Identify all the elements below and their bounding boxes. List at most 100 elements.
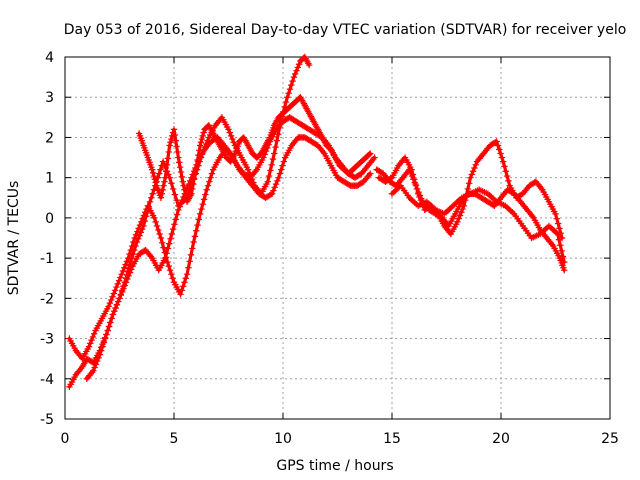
- data-point-marker: [267, 167, 274, 174]
- data-point-marker: [170, 126, 178, 133]
- data-point-marker: [189, 180, 197, 188]
- data-point-marker: [121, 282, 128, 289]
- x-axis-label: GPS time / hours: [276, 458, 393, 474]
- data-point-marker: [160, 244, 167, 251]
- data-point-marker: [179, 178, 186, 185]
- data-point-marker: [152, 179, 159, 186]
- data-point-marker: [168, 230, 176, 238]
- data-point-marker: [155, 226, 162, 234]
- data-point-marker: [472, 161, 479, 168]
- data-point-marker: [227, 132, 235, 140]
- data-point-marker: [173, 211, 181, 218]
- data-point-marker: [230, 139, 237, 146]
- data-point-marker: [458, 209, 465, 216]
- data-point-marker: [188, 190, 195, 197]
- marks-layer: [66, 53, 568, 391]
- data-point-marker: [89, 333, 97, 341]
- x-tick-label: 5: [170, 431, 179, 447]
- data-point-marker: [101, 335, 109, 342]
- data-point-marker: [132, 231, 140, 238]
- data-point-marker: [124, 275, 131, 283]
- data-point-marker: [121, 264, 128, 271]
- data-point-marker: [167, 235, 174, 242]
- data-point-marker: [134, 228, 141, 235]
- data-point-marker: [417, 196, 424, 204]
- data-point-marker: [286, 85, 294, 93]
- data-point-marker: [108, 296, 115, 304]
- data-point-marker: [471, 164, 478, 172]
- data-point-marker: [270, 187, 277, 194]
- data-point-marker: [171, 221, 178, 228]
- data-point-marker: [130, 238, 137, 246]
- data-point-marker: [135, 225, 142, 232]
- data-point-marker: [148, 194, 155, 201]
- data-point-marker: [112, 304, 119, 312]
- data-point-marker: [85, 343, 93, 350]
- data-point-marker: [153, 222, 161, 230]
- data-point-marker: [113, 301, 121, 308]
- data-point-marker: [416, 193, 423, 201]
- data-point-marker: [553, 215, 561, 222]
- data-point-marker: [115, 277, 123, 284]
- data-point-marker: [164, 155, 172, 162]
- data-point-marker: [160, 182, 167, 189]
- data-point-marker: [505, 177, 512, 185]
- data-point-marker: [114, 280, 121, 288]
- data-point-marker: [110, 290, 118, 297]
- data-point-marker: [165, 262, 172, 270]
- data-point-marker: [190, 238, 197, 246]
- data-point-marker: [180, 182, 187, 189]
- x-tick-label: 20: [492, 431, 510, 447]
- data-point-marker: [166, 240, 173, 247]
- data-point-marker: [173, 143, 180, 150]
- data-point-marker: [155, 170, 163, 177]
- data-point-marker: [275, 174, 282, 181]
- data-point-marker: [268, 190, 276, 197]
- data-point-marker: [178, 173, 186, 181]
- data-point-marker: [456, 212, 464, 219]
- data-point-marker: [552, 210, 559, 218]
- data-point-marker: [193, 161, 200, 168]
- data-point-marker: [371, 154, 378, 161]
- data-point-marker: [455, 215, 462, 222]
- data-point-marker: [269, 155, 277, 163]
- data-point-marker: [274, 177, 281, 185]
- y-tick-label: 1: [45, 171, 54, 187]
- data-point-marker: [468, 171, 475, 178]
- axes-layer: [64, 56, 611, 420]
- data-point-marker: [561, 258, 568, 266]
- data-point-marker: [117, 274, 124, 281]
- data-point-marker: [282, 98, 290, 106]
- data-point-marker: [182, 190, 189, 197]
- data-point-marker: [387, 175, 394, 182]
- data-point-marker: [285, 90, 292, 97]
- data-point-marker: [268, 161, 275, 168]
- data-point-marker: [158, 190, 165, 197]
- data-point-marker: [225, 126, 232, 133]
- data-point-marker: [103, 331, 110, 338]
- data-point-marker: [159, 158, 167, 165]
- data-point-marker: [150, 172, 158, 180]
- data-point-marker: [555, 236, 563, 243]
- data-point-marker: [408, 166, 415, 173]
- series-4: [135, 94, 374, 205]
- data-point-marker: [305, 61, 313, 69]
- data-point-marker: [492, 139, 499, 146]
- data-point-marker: [157, 194, 165, 201]
- data-point-marker: [557, 242, 564, 249]
- data-point-marker: [156, 230, 163, 238]
- data-point-marker: [196, 147, 203, 154]
- data-point-marker: [122, 279, 130, 286]
- data-point-marker: [176, 159, 183, 166]
- data-point-marker: [123, 258, 131, 265]
- data-point-marker: [199, 132, 206, 140]
- data-point-marker: [199, 201, 206, 208]
- data-point-marker: [96, 351, 104, 358]
- data-point-marker: [558, 247, 565, 255]
- data-point-marker: [113, 283, 120, 291]
- data-point-marker: [168, 135, 175, 143]
- data-point-marker: [192, 166, 199, 173]
- data-point-marker: [128, 266, 135, 273]
- data-point-marker: [411, 176, 418, 183]
